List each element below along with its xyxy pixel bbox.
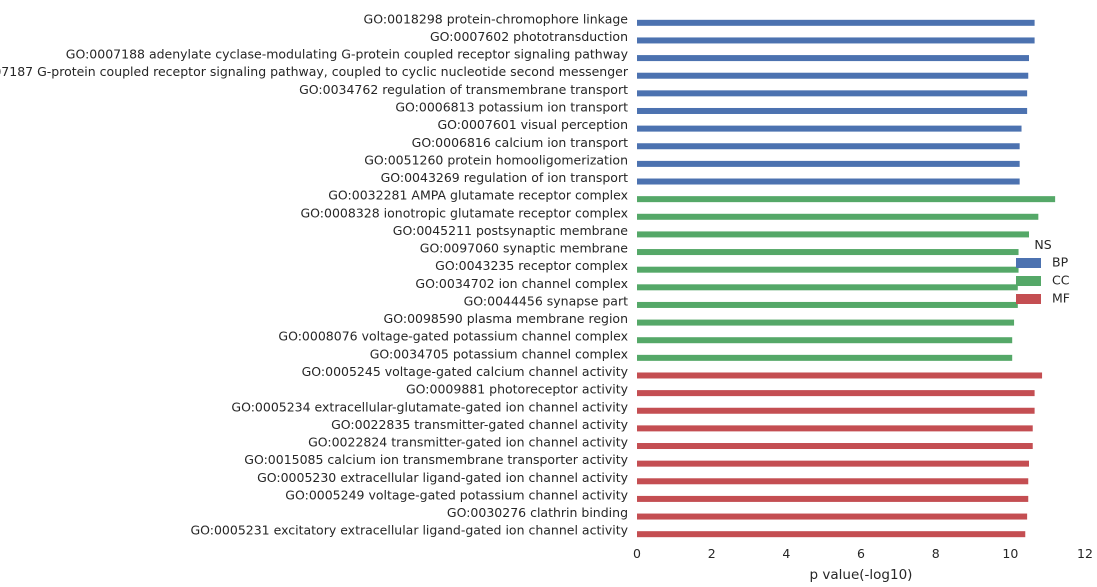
category-label: GO:0034762 regulation of transmembrane t…: [299, 82, 628, 97]
bar: [637, 178, 1020, 185]
category-label: GO:0098590 plasma membrane region: [384, 311, 628, 326]
x-axis: 0 2 4 6 8 10 12: [633, 546, 1093, 561]
legend-entry-label: BP: [1052, 255, 1069, 270]
category-label: GO:0007188 adenylate cyclase-modulating …: [66, 47, 629, 62]
x-axis-label: p value(-log10): [810, 567, 913, 583]
category-label: GO:0045211 postsynaptic membrane: [393, 223, 629, 238]
category-label: GO:0018298 protein-chromophore linkage: [364, 11, 629, 26]
category-label: GO:0005234 extracellular-glutamate-gated…: [231, 399, 628, 414]
category-label: GO:0044456 synapse part: [464, 293, 628, 308]
bar: [637, 337, 1013, 344]
legend-swatch: [1016, 258, 1041, 268]
bar: [637, 495, 1029, 502]
bar: [637, 531, 1026, 538]
bar: [637, 55, 1029, 62]
category-labels-layer: GO:0018298 protein-chromophore linkage GO…: [0, 11, 629, 537]
bar: [637, 284, 1018, 291]
category-label: GO:0022824 transmitter-gated ion channel…: [308, 435, 629, 450]
category-label: GO:0007601 visual perception: [437, 117, 628, 132]
bar: [637, 213, 1039, 220]
category-label: GO:0007602 phototransduction: [430, 29, 628, 44]
category-label: GO:0032281 AMPA glutamate receptor compl…: [328, 188, 628, 203]
x-tick-label: 0: [633, 546, 641, 561]
bar: [637, 19, 1035, 26]
category-label: GO:0009881 photoreceptor activity: [406, 382, 629, 397]
legend-swatch: [1016, 276, 1041, 286]
bar: [637, 425, 1033, 432]
category-label: GO:0008076 voltage-gated potassium chann…: [278, 329, 628, 344]
category-label: GO:0008328 ionotropic glutamate receptor…: [301, 205, 629, 220]
x-tick-label: 12: [1077, 546, 1093, 561]
category-label: GO:0005245 voltage-gated calcium channel…: [302, 364, 629, 379]
bar: [637, 407, 1035, 414]
bar: [637, 125, 1022, 132]
category-label: GO:0043235 receptor complex: [435, 258, 628, 273]
bar: [637, 443, 1033, 450]
bar: [637, 513, 1028, 520]
bars-layer: [637, 19, 1056, 538]
category-label: GO:0051260 protein homooligomerization: [364, 152, 628, 167]
bar: [637, 196, 1056, 203]
bar: [637, 72, 1029, 79]
legend-swatch: [1016, 294, 1041, 304]
bar: [637, 319, 1015, 326]
category-label: GO:0030276 clathrin binding: [447, 505, 628, 520]
x-tick-label: 4: [782, 546, 790, 561]
bar: [637, 231, 1029, 238]
bar: [637, 160, 1020, 167]
category-label: GO:0005231 excitatory extracellular liga…: [190, 523, 628, 538]
x-tick-label: 2: [708, 546, 716, 561]
bar: [637, 372, 1043, 379]
category-label: GO:0034705 potassium channel complex: [370, 346, 628, 361]
category-label: GO:0007187 G-protein coupled receptor si…: [0, 64, 629, 79]
legend: NS BP CC MF: [1016, 237, 1070, 306]
bar: [637, 143, 1020, 150]
bar: [637, 107, 1028, 114]
category-label: GO:0022835 transmitter-gated channel act…: [331, 417, 628, 432]
category-label: GO:0015085 calcium ion transmembrane tra…: [244, 452, 628, 467]
bar: [637, 478, 1029, 485]
x-tick-label: 10: [1002, 546, 1018, 561]
bar: [637, 390, 1035, 397]
bar: [637, 266, 1019, 273]
category-label: GO:0097060 synaptic membrane: [420, 241, 629, 256]
bar: [637, 249, 1019, 256]
category-label: GO:0034702 ion channel complex: [415, 276, 628, 291]
x-tick-label: 8: [932, 546, 940, 561]
bar: [637, 301, 1018, 308]
legend-entry-label: CC: [1052, 273, 1070, 288]
bar: [637, 90, 1028, 97]
legend-entry-label: MF: [1052, 291, 1070, 306]
x-tick-label: 6: [857, 546, 865, 561]
category-label: GO:0043269 regulation of ion transport: [381, 170, 629, 185]
category-label: GO:0005249 voltage-gated potassium chann…: [285, 487, 628, 502]
bar: [637, 460, 1029, 467]
category-label: GO:0005230 extracellular ligand-gated io…: [257, 470, 629, 485]
legend-title: NS: [1034, 237, 1051, 252]
category-label: GO:0006816 calcium ion transport: [412, 135, 628, 150]
bar: [637, 37, 1035, 44]
category-label: GO:0006813 potassium ion transport: [395, 99, 628, 114]
bar: [637, 354, 1013, 361]
